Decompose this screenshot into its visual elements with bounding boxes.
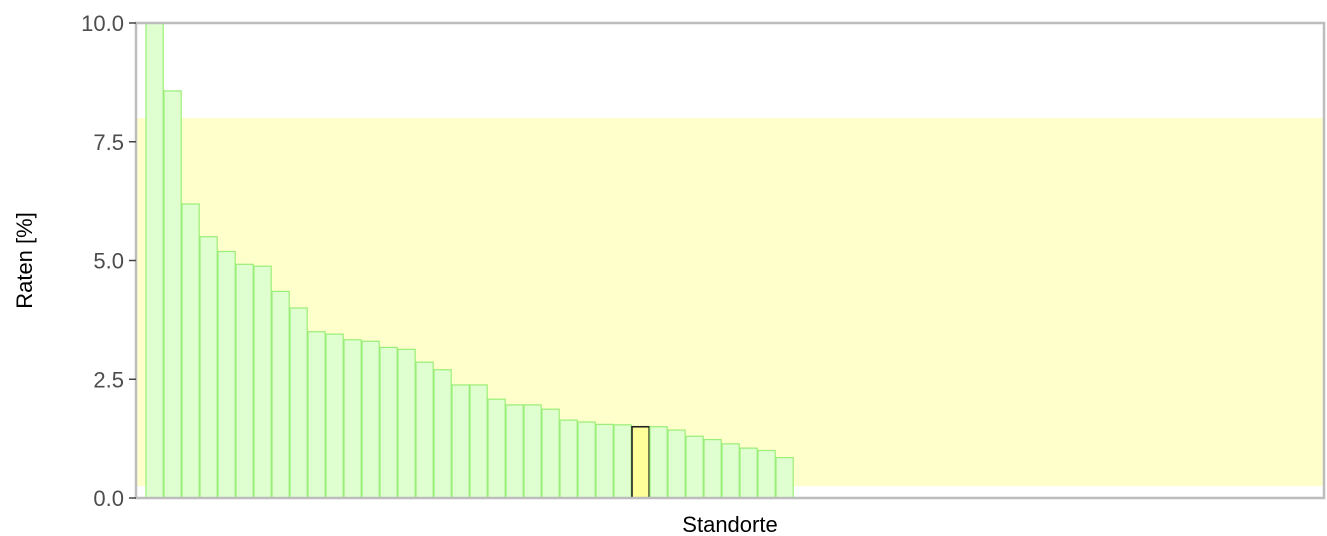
bar	[541, 408, 560, 499]
y-tick-label: 10.0	[81, 11, 124, 36]
bar	[235, 263, 254, 499]
bar	[721, 443, 740, 499]
y-tick-label: 2.5	[93, 367, 124, 392]
bar	[469, 384, 488, 499]
bar	[343, 339, 362, 499]
bar	[289, 307, 308, 499]
bar	[775, 457, 794, 499]
y-tick-label: 5.0	[93, 249, 124, 274]
bar	[325, 333, 344, 499]
bar	[181, 203, 200, 499]
bars-group	[145, 22, 794, 499]
bar	[145, 22, 164, 499]
bar	[199, 236, 218, 499]
y-axis: 0.0 2.5 5.0 7.5 10.0	[81, 11, 136, 511]
bar	[397, 348, 416, 499]
bar	[577, 421, 596, 499]
bar	[685, 435, 704, 499]
bar	[523, 404, 542, 499]
x-axis-title: Standorte	[682, 512, 777, 536]
y-axis-title: Raten [%]	[12, 212, 37, 309]
bar	[307, 331, 326, 499]
bar	[757, 449, 776, 499]
y-tick-label: 0.0	[93, 486, 124, 511]
bar	[361, 340, 380, 499]
bar	[703, 438, 722, 499]
bar	[217, 250, 236, 499]
bar	[253, 265, 272, 499]
y-tick-label: 7.5	[93, 130, 124, 155]
bar	[415, 361, 434, 499]
bar	[595, 423, 614, 499]
bar	[649, 426, 668, 499]
bar	[487, 398, 506, 499]
bar	[559, 419, 578, 499]
bar	[667, 429, 686, 499]
bar	[739, 447, 758, 499]
bar	[613, 424, 632, 499]
bar	[451, 384, 470, 499]
bar-highlighted	[631, 425, 651, 499]
bar	[379, 346, 398, 499]
bar	[163, 90, 182, 499]
bar	[505, 404, 524, 499]
bar	[433, 369, 452, 499]
bar	[271, 290, 290, 499]
